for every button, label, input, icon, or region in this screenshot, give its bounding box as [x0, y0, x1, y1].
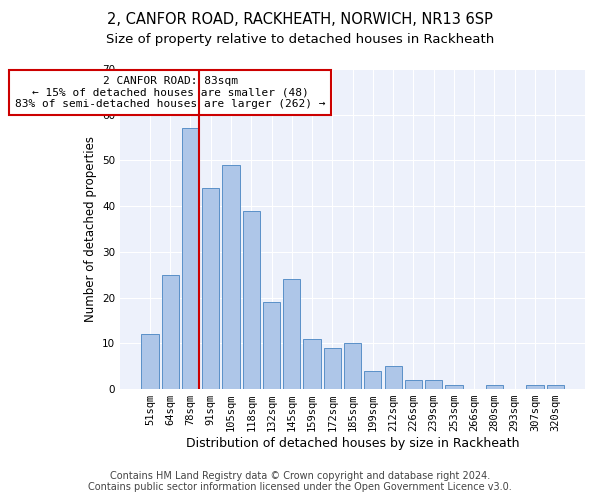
Bar	[223, 165, 239, 389]
Bar	[304, 339, 320, 389]
Text: Size of property relative to detached houses in Rackheath: Size of property relative to detached ho…	[106, 32, 494, 46]
Bar	[385, 366, 402, 389]
Bar	[445, 384, 463, 389]
Bar	[486, 384, 503, 389]
Bar	[405, 380, 422, 389]
Bar	[161, 275, 179, 389]
Bar	[263, 302, 280, 389]
Bar	[364, 371, 382, 389]
Bar	[344, 344, 361, 389]
Text: 2 CANFOR ROAD: 83sqm
← 15% of detached houses are smaller (48)
83% of semi-detac: 2 CANFOR ROAD: 83sqm ← 15% of detached h…	[15, 76, 325, 109]
Bar	[425, 380, 442, 389]
Bar	[142, 334, 158, 389]
Bar	[182, 128, 199, 389]
Bar	[547, 384, 564, 389]
Text: Contains HM Land Registry data © Crown copyright and database right 2024.
Contai: Contains HM Land Registry data © Crown c…	[88, 471, 512, 492]
Y-axis label: Number of detached properties: Number of detached properties	[83, 136, 97, 322]
X-axis label: Distribution of detached houses by size in Rackheath: Distribution of detached houses by size …	[186, 437, 520, 450]
Bar	[526, 384, 544, 389]
Bar	[202, 188, 220, 389]
Bar	[283, 280, 301, 389]
Bar	[242, 211, 260, 389]
Text: 2, CANFOR ROAD, RACKHEATH, NORWICH, NR13 6SP: 2, CANFOR ROAD, RACKHEATH, NORWICH, NR13…	[107, 12, 493, 28]
Bar	[324, 348, 341, 389]
